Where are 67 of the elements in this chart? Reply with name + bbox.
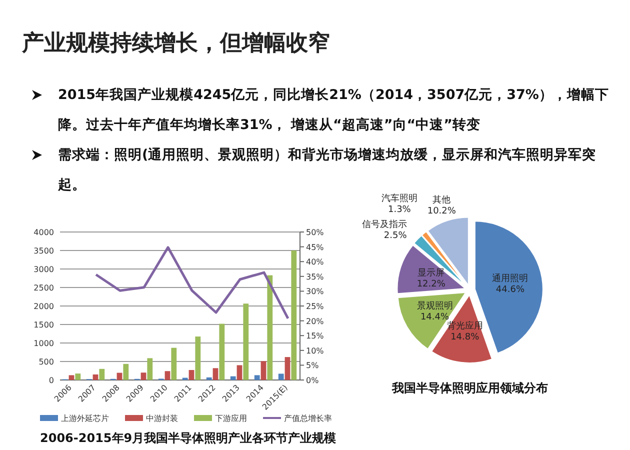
chart-title: 产业规模持续增长，但增幅收窄 — [22, 30, 330, 58]
bar — [92, 374, 98, 380]
y-tick-label: 2000 — [34, 302, 54, 311]
bar — [75, 374, 81, 380]
y-tick-label: 1000 — [34, 339, 54, 348]
bar — [147, 358, 153, 380]
text: 需求端：照明(通用照明、景观照明）和背光市场增速均放缓，显示屏和汽车照明异军突起。 — [58, 147, 596, 193]
data-label: 1.3% — [388, 205, 412, 216]
slice-label: 汽车照明 — [381, 193, 418, 204]
bar — [219, 324, 225, 380]
y2-tick-label: 50% — [306, 228, 324, 237]
legend-label: 产值总增长率 — [284, 414, 332, 423]
bar — [212, 368, 218, 380]
y2-tick-label: 0% — [306, 376, 320, 385]
bar — [267, 275, 273, 380]
y2-tick-label: 45% — [306, 242, 324, 252]
legend-label: 下游应用 — [215, 414, 247, 423]
bar — [236, 365, 242, 380]
data-label: 10.2% — [427, 206, 456, 217]
bar — [243, 304, 249, 380]
legend-label: 中游封装 — [146, 414, 178, 423]
bar — [254, 375, 260, 380]
y2-tick-label: 25% — [306, 302, 324, 311]
y-tick-label: 3500 — [34, 246, 54, 256]
data-label: 12.2% — [416, 280, 446, 290]
bar — [123, 364, 129, 380]
y-tick-label: 0 — [48, 376, 54, 385]
y-tick-label: 2500 — [34, 284, 54, 292]
bar — [171, 348, 177, 380]
y2-tick-label: 5% — [306, 361, 320, 370]
legend-label: 上游外延芯片 — [61, 414, 109, 423]
y-tick-label: 1500 — [34, 320, 54, 330]
y2-tick-label: 40% — [306, 258, 324, 267]
bar — [284, 357, 290, 380]
text: 我国半导体照明应用领域分布 — [391, 381, 548, 395]
bar — [278, 374, 284, 380]
y-tick-label: 4000 — [34, 228, 54, 237]
bar — [230, 376, 236, 380]
line-series — [94, 246, 290, 320]
bar — [188, 370, 194, 380]
slice-label: 通用照明 — [492, 273, 528, 284]
bar — [195, 336, 201, 380]
y-tick-label: 500 — [38, 358, 54, 366]
slice-label: 信号及指示 — [362, 218, 407, 230]
bar — [116, 372, 122, 380]
y-tick-label: 3000 — [34, 265, 54, 274]
bar — [260, 361, 266, 380]
bar — [68, 375, 74, 380]
data-label: 2.5% — [384, 230, 408, 241]
text: 2015年我国产业规模4245亿元，同比增长21%（2014，3507亿元，37%），增幅下降。过去十年产值年均增长率31%， 增速从“超高速”向“中速”转变 — [58, 86, 610, 135]
bar — [99, 368, 105, 380]
data-label: 14.8% — [450, 332, 480, 342]
y2-tick-label: 35% — [306, 272, 324, 282]
y2-tick-label: 30% — [306, 287, 324, 296]
slice-label: 显示屏 — [418, 268, 445, 279]
bar — [206, 377, 212, 380]
data-label: 14.4% — [420, 312, 450, 323]
y2-tick-label: 15% — [306, 332, 324, 341]
bar — [140, 372, 146, 380]
y2-tick-label: 20% — [306, 316, 324, 326]
bar — [291, 250, 297, 380]
bar — [164, 371, 170, 380]
text: 2006-2015年9月我国半导体照明产业各环节产业规模 — [40, 430, 336, 447]
data-label: 44.6% — [496, 285, 525, 296]
y2-tick-label: 10% — [306, 346, 324, 356]
slice-label: 景观照明 — [416, 300, 453, 312]
slice-label: 其他 — [432, 194, 451, 206]
